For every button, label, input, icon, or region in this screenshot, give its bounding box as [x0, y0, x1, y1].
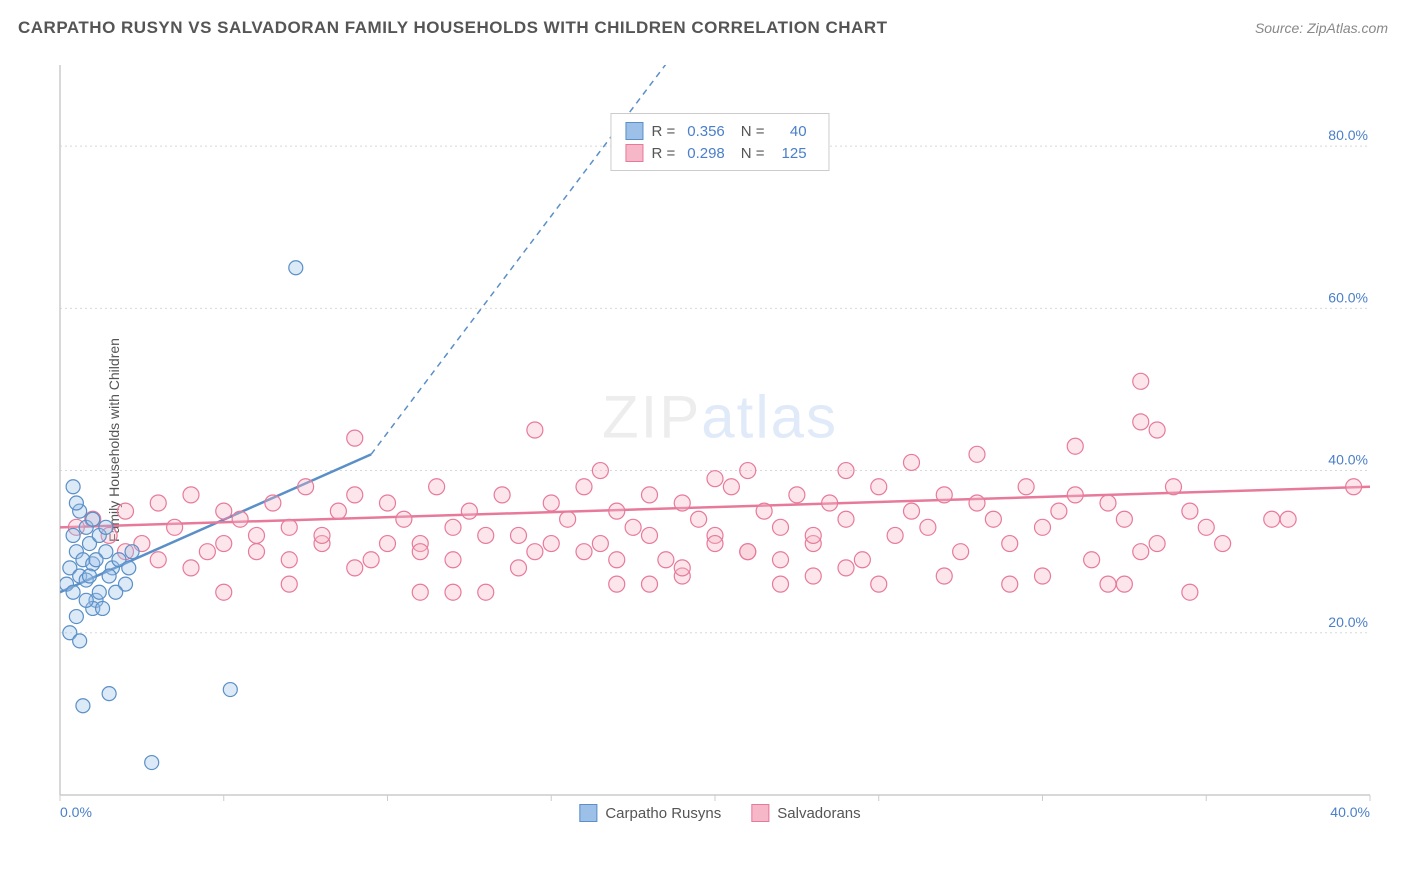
legend-series-item: Carpatho Rusyns — [579, 804, 721, 822]
legend-swatch-icon — [625, 122, 643, 140]
svg-text:40.0%: 40.0% — [1330, 804, 1370, 820]
legend-series-label: Carpatho Rusyns — [605, 805, 721, 822]
legend-series-box: Carpatho Rusyns Salvadorans — [579, 804, 860, 822]
r-value: 0.298 — [687, 145, 725, 162]
legend-series-label: Salvadorans — [777, 805, 860, 822]
chart-title: CARPATHO RUSYN VS SALVADORAN FAMILY HOUS… — [18, 18, 888, 38]
chart-header: CARPATHO RUSYN VS SALVADORAN FAMILY HOUS… — [18, 18, 1388, 38]
svg-text:20.0%: 20.0% — [1328, 614, 1368, 630]
legend-stat-row: R = 0.356 N = 40 — [625, 120, 814, 142]
chart-source: Source: ZipAtlas.com — [1255, 20, 1388, 36]
legend-swatch-icon — [751, 804, 769, 822]
source-name: ZipAtlas.com — [1307, 20, 1388, 36]
n-label: N = — [741, 123, 765, 140]
legend-swatch-icon — [625, 144, 643, 162]
r-label: R = — [651, 123, 675, 140]
svg-text:40.0%: 40.0% — [1328, 452, 1368, 468]
svg-text:0.0%: 0.0% — [60, 804, 92, 820]
legend-series-item: Salvadorans — [751, 804, 860, 822]
r-value: 0.356 — [687, 123, 725, 140]
source-prefix: Source: — [1255, 20, 1307, 36]
legend-stats-box: R = 0.356 N = 40 R = 0.298 N = 125 — [610, 113, 829, 171]
r-label: R = — [651, 145, 675, 162]
legend-stat-row: R = 0.298 N = 125 — [625, 142, 814, 164]
svg-text:80.0%: 80.0% — [1328, 127, 1368, 143]
svg-text:60.0%: 60.0% — [1328, 289, 1368, 305]
n-value: 125 — [777, 145, 807, 162]
n-value: 40 — [777, 123, 807, 140]
n-label: N = — [741, 145, 765, 162]
plot-area: Family Households with Children ZIPatlas… — [50, 55, 1390, 825]
legend-swatch-icon — [579, 804, 597, 822]
